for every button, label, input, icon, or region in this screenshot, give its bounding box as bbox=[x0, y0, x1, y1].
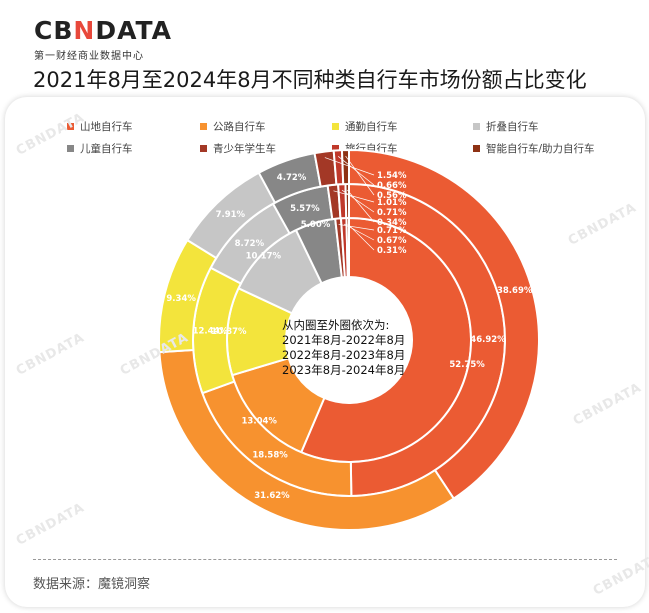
slice-value-label: 10.17% bbox=[246, 251, 282, 261]
legend-label: 通勤自行车 bbox=[345, 121, 398, 133]
brand-logo: CBNDATA bbox=[34, 16, 172, 45]
legend-label: 儿童自行车 bbox=[80, 143, 133, 155]
legend-item: 青少年学生车 bbox=[200, 141, 276, 156]
leader-line bbox=[347, 189, 375, 223]
slice-value-label: 7.91% bbox=[216, 210, 246, 220]
slice-value-label: 0.31% bbox=[377, 246, 407, 256]
slice-value-label: 4.72% bbox=[277, 173, 307, 183]
donut-slice bbox=[340, 148, 350, 186]
ring-order-note-line: 2022年8月-2023年8月 bbox=[282, 348, 406, 362]
legend-item: 智能自行车/助力自行车 bbox=[473, 141, 595, 156]
leader-line bbox=[343, 223, 375, 241]
slice-value-label: 38.69% bbox=[497, 286, 533, 296]
legend-swatch bbox=[473, 145, 480, 152]
slice-value-label: 0.71% bbox=[377, 226, 407, 236]
legend-label: 公路自行车 bbox=[213, 121, 266, 133]
slice-value-label: 0.34% bbox=[377, 218, 407, 228]
legend-label: 折叠自行车 bbox=[486, 121, 539, 133]
legend-swatch bbox=[67, 123, 74, 130]
slice-value-label: 13.04% bbox=[242, 416, 278, 426]
legend-item: 通勤自行车 bbox=[332, 119, 398, 134]
slice-value-label: 5.00% bbox=[301, 220, 331, 230]
legend-swatch bbox=[332, 123, 339, 130]
donut-chart: 52.75%13.04%10.87%10.17%5.00%0.71%0.67%0… bbox=[158, 148, 540, 531]
ring-order-note: 从内圈至外圈依次为: 2021年8月-2022年8月 2022年8月-2023年… bbox=[282, 318, 405, 378]
slice-value-label: 31.62% bbox=[254, 491, 290, 501]
legend-swatch bbox=[67, 145, 74, 152]
chart-card: 山地自行车 公路自行车 通勤自行车 折叠自行车 儿童自行车 青少年学生车 旅行自行车 智能自行… bbox=[5, 97, 649, 607]
slice-value-label: 8.72% bbox=[235, 239, 265, 249]
leader-line bbox=[338, 224, 375, 231]
legend-item: 山地自行车 bbox=[67, 119, 133, 134]
legend-label: 山地自行车 bbox=[80, 121, 133, 133]
legend-item: 儿童自行车 bbox=[67, 141, 133, 156]
legend-item: 公路自行车 bbox=[200, 119, 266, 134]
chart-title: 2021年8月至2024年8月不同种类自行车市场份额占比变化 bbox=[33, 68, 587, 92]
legend-item: 折叠自行车 bbox=[473, 119, 539, 134]
data-source: 数据来源：魔镜洞察 bbox=[33, 577, 151, 592]
legend-swatch bbox=[332, 145, 339, 152]
slice-value-label: 0.67% bbox=[377, 236, 407, 246]
leader-line bbox=[347, 223, 375, 251]
footer-divider bbox=[33, 559, 617, 560]
slice-value-label: 12.44% bbox=[193, 327, 229, 337]
slice-value-label: 0.71% bbox=[377, 208, 407, 218]
ring-order-note-line: 从内圈至外圈依次为: bbox=[282, 318, 390, 332]
legend-swatch bbox=[473, 123, 480, 130]
legend-label: 青少年学生车 bbox=[213, 143, 276, 155]
slice-layer bbox=[158, 148, 540, 531]
legend-label: 智能自行车/助力自行车 bbox=[486, 143, 595, 155]
ring-order-note-line: 2023年8月-2024年8月 bbox=[282, 363, 406, 377]
leader-line bbox=[341, 189, 375, 213]
ring-order-note-line: 2021年8月-2022年8月 bbox=[282, 333, 406, 347]
leader-line bbox=[333, 190, 375, 203]
legend-swatch bbox=[200, 145, 207, 152]
slice-value-label: 1.54% bbox=[377, 171, 407, 181]
slice-value-label: 18.58% bbox=[252, 450, 288, 460]
slice-value-label: 0.66% bbox=[377, 181, 407, 191]
slice-value-label: 5.57% bbox=[290, 204, 320, 214]
slice-value-label: 0.56% bbox=[377, 191, 407, 201]
brand-subtitle: 第一财经商业数据中心 bbox=[34, 51, 144, 62]
slice-value-label: 1.01% bbox=[377, 198, 407, 208]
leader-line bbox=[345, 155, 375, 196]
legend-swatch bbox=[200, 123, 207, 130]
slice-value-label: 52.75% bbox=[449, 360, 485, 370]
donut-slice bbox=[344, 182, 350, 220]
brand-block: CBNDATA 第一财经商业数据中心 bbox=[34, 16, 172, 63]
slice-value-label: 9.34% bbox=[166, 294, 196, 304]
slice-value-label: 46.92% bbox=[470, 335, 506, 345]
slice-value-label: 10.87% bbox=[211, 327, 247, 337]
leader-line bbox=[324, 157, 375, 176]
label-layer: 52.75%13.04%10.87%10.17%5.00%0.71%0.67%0… bbox=[166, 155, 533, 501]
